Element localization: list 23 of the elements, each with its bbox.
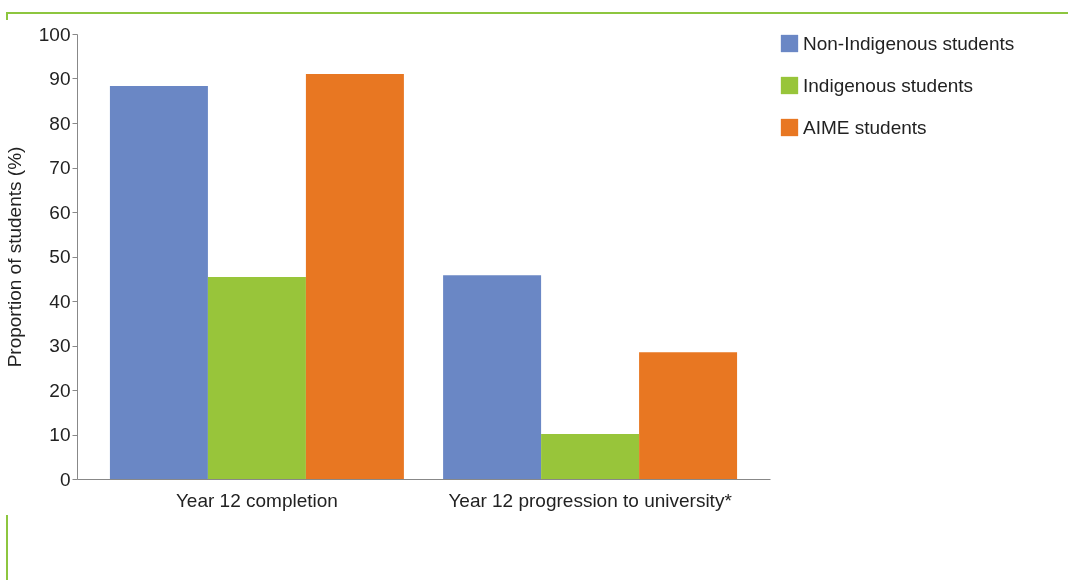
y-tick-label: 100 [38,23,71,45]
y-tick-label: 90 [49,68,71,89]
x-tick-label: Year 12 completion [175,489,338,511]
legend-label: Indigenous students [803,74,974,96]
y-tick-label: 30 [49,335,71,356]
y-axis-title: Proportion of students (%) [3,146,25,368]
bar [305,74,404,479]
y-tick-label: 40 [49,290,71,312]
y-tick-label: 80 [49,112,71,134]
x-tick-label: Year 12 progression to university* [448,489,733,511]
bar [541,434,640,479]
y-tick-label: 0 [59,468,71,490]
bar [109,86,208,479]
y-tick-label: 70 [49,157,71,178]
y-tick-label: 60 [49,201,71,223]
y-tick-label: 10 [49,424,71,445]
bar [207,276,306,479]
legend-label: AIME students [803,116,927,138]
y-tick-label: 20 [49,379,71,401]
y-tick-label: 50 [49,246,71,267]
bar [639,352,738,479]
legend-label: Non-Indigenous students [803,32,1015,54]
bar [443,275,542,479]
